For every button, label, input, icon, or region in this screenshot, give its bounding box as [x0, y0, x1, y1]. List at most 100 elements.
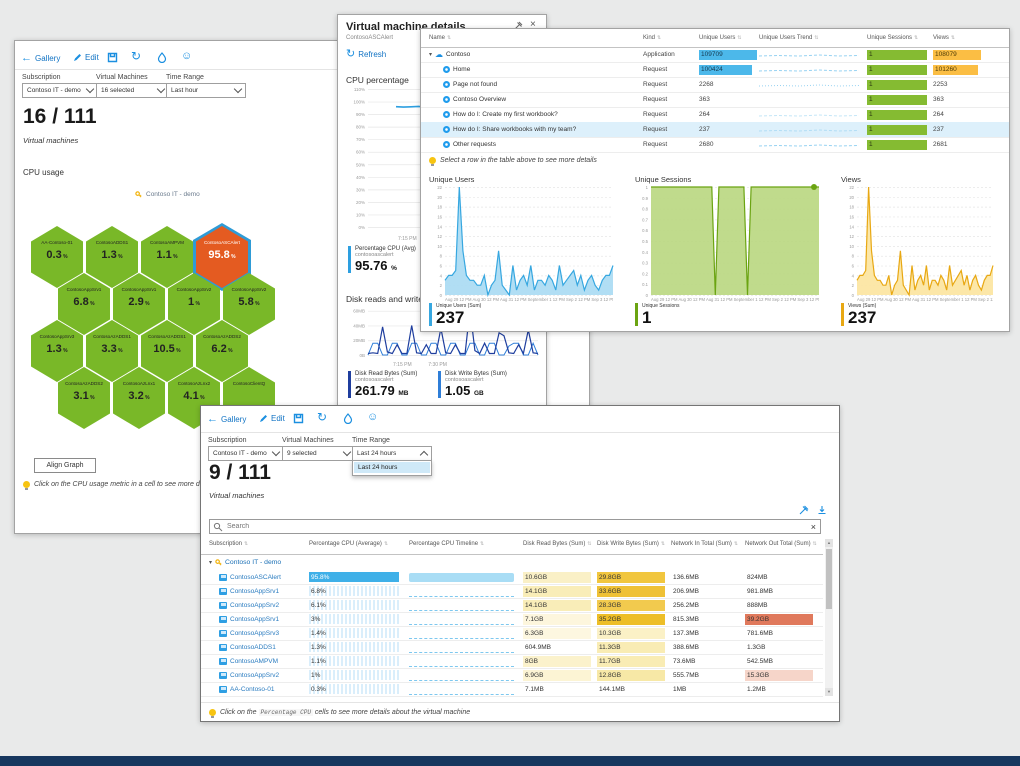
column-header[interactable]: Views ⇅ — [933, 35, 956, 41]
table-row[interactable]: ContosoAppSrv3 1.4% 6.3GB 10.3GB 137.3MB 781.… — [201, 626, 823, 641]
refresh-button[interactable]: ↻ Refresh — [346, 49, 386, 60]
cpu-bar[interactable]: 3% — [309, 614, 399, 624]
table-row[interactable]: Home Request 100424 1 101260 — [421, 62, 1009, 78]
table-row[interactable]: ContosoAMPVM 1.1% 8GB 11.7GB 73.6MB 542.5MB — [201, 654, 823, 669]
table-row[interactable]: Other requests Request 2680 1 2681 — [421, 137, 1009, 153]
column-header[interactable]: Unique Users Trend ⇅ — [759, 35, 819, 41]
column-header[interactable]: Disk Read Bytes (Sum) ⇅ — [523, 541, 592, 547]
column-header[interactable]: Network In Total (Sum) ⇅ — [671, 541, 739, 547]
table-row[interactable]: ContosoAppSrv2 6.1% 14.1GB 28.3GB 256.2MB 888… — [201, 598, 823, 613]
clear-search-icon[interactable]: × — [810, 521, 816, 532]
feedback-button[interactable]: ☺ — [367, 412, 378, 423]
table-row[interactable]: ContosoASCAlert 95.8% 10.6GB 29.8GB 136.6MB 8… — [201, 570, 823, 585]
pin-to-dashboard-button[interactable] — [157, 52, 167, 63]
expander-icon[interactable]: ▾ — [209, 560, 213, 566]
svg-text:110%: 110% — [354, 87, 365, 92]
hexagon-cell[interactable]: ContosoAzADDS1 10.5 % — [141, 320, 193, 382]
column-header[interactable]: Subscription ⇅ — [209, 541, 249, 547]
hexagon-cell[interactable]: ContosoAppSrv2 1 % — [168, 273, 220, 335]
refresh-button[interactable]: ↻ — [131, 50, 141, 62]
hexagon-cell[interactable]: ContosoAppSrv1 6.8 % — [58, 273, 110, 335]
group-row[interactable]: ▾ Contoso IT - demo — [201, 556, 823, 569]
hexagon-cell[interactable]: ContosoAppSrv1 2.9 % — [113, 273, 165, 335]
sort-icon: ⇅ — [657, 35, 662, 41]
legend-value: 237 — [436, 308, 465, 327]
legend-label: Unique Sessions — [642, 303, 680, 309]
save-button[interactable] — [293, 413, 304, 424]
scrollbar[interactable]: ▲ ▼ — [825, 539, 833, 696]
column-header[interactable]: Name ⇅ — [429, 35, 452, 41]
svg-text:1: 1 — [646, 185, 649, 190]
column-header[interactable]: Kind ⇅ — [643, 35, 662, 41]
filter-dropdown-2[interactable]: Last hour — [166, 83, 246, 98]
hexagon-cell[interactable]: ContosoAzADDS2 3.1 % — [58, 367, 110, 429]
lightbulb-icon — [429, 157, 436, 166]
hexagon-cell[interactable]: ContosoAzLnx1 3.2 % — [113, 367, 165, 429]
cpu-bar[interactable]: 1.1% — [309, 656, 399, 666]
hexagon-cell[interactable]: ContosoAppSrv3 1.3 % — [31, 320, 83, 382]
table-row[interactable]: AA-Contoso-01 0.3% 7.1MB 144.1MB 1MB 1.2MB — [201, 682, 823, 697]
cpu-timeline — [409, 615, 514, 625]
table-row[interactable]: ContosoADDS1 1.3% 604.9MB 11.3GB 388.6MB 1.3G… — [201, 640, 823, 655]
column-header[interactable]: Unique Sessions ⇅ — [867, 35, 919, 41]
edit-button[interactable]: Edit — [73, 53, 99, 62]
users-value: 237 — [699, 126, 710, 133]
hexagon-cell[interactable]: ContosoAppSrv2 5.8 % — [223, 273, 275, 335]
table-row[interactable]: Page not found Request 2268 1 2253 — [421, 77, 1009, 93]
cpu-bar[interactable]: 6.1% — [309, 600, 399, 610]
hexagon-cpu-value: 3.2 % — [128, 390, 150, 402]
pin-icon[interactable] — [514, 21, 523, 32]
column-header[interactable]: Disk Write Bytes (Sum) ⇅ — [597, 541, 666, 547]
column-header[interactable]: Percentage CPU (Average) ⇅ — [309, 541, 389, 547]
close-icon[interactable]: × — [530, 19, 536, 30]
filter-dropdown-2[interactable]: Last 24 hours — [352, 446, 432, 461]
scrollbar-up-arrow[interactable]: ▲ — [825, 539, 833, 547]
align-graph-button[interactable]: Align Graph — [34, 458, 96, 473]
vm-count-headline: 16 / 111 — [23, 105, 97, 128]
expander-icon[interactable]: ▾ — [429, 52, 433, 58]
edit-button[interactable]: Edit — [259, 414, 285, 423]
table-row[interactable]: How do I: Create my first workbook? Reque… — [421, 107, 1009, 123]
views-value: 363 — [933, 96, 944, 103]
dropdown-option[interactable]: Last 24 hours — [354, 462, 430, 473]
cpu-bar[interactable]: 1% — [309, 670, 399, 680]
table-row[interactable]: How do I: Share workbooks with my team? R… — [421, 122, 1009, 138]
svg-text:12: 12 — [849, 234, 854, 239]
column-header[interactable]: Percentage CPU Timeline ⇅ — [409, 541, 485, 547]
search-input[interactable] — [223, 523, 807, 530]
hexagon-cell[interactable]: ContosoAzADDS2 6.2 % — [196, 320, 248, 382]
cpu-bar[interactable]: 6.8% — [309, 586, 399, 596]
export-icon[interactable] — [817, 502, 827, 520]
column-header[interactable]: Unique Users ⇅ — [699, 35, 742, 41]
sessions-bar: 1 — [867, 49, 927, 60]
row-name: ContosoAppSrv2 — [230, 601, 280, 609]
hexagon-cell[interactable]: ContosoAzADDS1 3.3 % — [86, 320, 138, 382]
gallery-button[interactable]: ← Gallery — [21, 53, 60, 64]
cpu-bar[interactable]: 95.8% — [309, 572, 399, 582]
table-row[interactable]: ▾ ☁ Contoso Application 109709 1 108079 — [421, 47, 1009, 63]
table-row[interactable]: Contoso Overview Request 363 1 363 — [421, 92, 1009, 108]
pin-icon[interactable] — [799, 502, 809, 520]
column-header[interactable]: Network Out Total (Sum) ⇅ — [745, 541, 817, 547]
chart-title: Unique Users — [429, 175, 475, 184]
filter-dropdown-0[interactable]: Contoso IT - demo — [22, 83, 98, 98]
cell-kind: Request — [643, 81, 668, 88]
filter-dropdown-0[interactable]: Contoso IT - demo — [208, 446, 284, 461]
operation-icon — [443, 141, 450, 148]
filter-dropdown-1[interactable]: 16 selected — [96, 83, 169, 98]
pin-to-dashboard-button[interactable] — [343, 413, 353, 424]
table-row[interactable]: ContosoAppSrv1 6.8% 14.1GB 33.6GB 206.9MB 981… — [201, 584, 823, 599]
gallery-button[interactable]: ← Gallery — [207, 414, 246, 425]
table-row[interactable]: ContosoAppSrv1 3% 7.1GB 35.2GB 815.3MB 39.2GB — [201, 612, 823, 627]
cpu-bar[interactable]: 0.3% — [309, 684, 399, 694]
refresh-button[interactable]: ↻ — [317, 411, 327, 423]
cpu-bar[interactable]: 1.4% — [309, 628, 399, 638]
feedback-button[interactable]: ☺ — [181, 51, 192, 62]
filter-dropdown-1[interactable]: 9 selected — [282, 446, 355, 461]
table-row[interactable]: ContosoAppSrv2 1% 6.9GB 12.8GB 555.7MB 15.3GB — [201, 668, 823, 683]
save-button[interactable] — [107, 52, 118, 63]
scrollbar-thumb[interactable] — [826, 549, 832, 609]
cell-net-out: 15.3GB — [745, 669, 813, 681]
scrollbar-down-arrow[interactable]: ▼ — [825, 688, 833, 696]
cpu-bar[interactable]: 1.3% — [309, 642, 399, 652]
